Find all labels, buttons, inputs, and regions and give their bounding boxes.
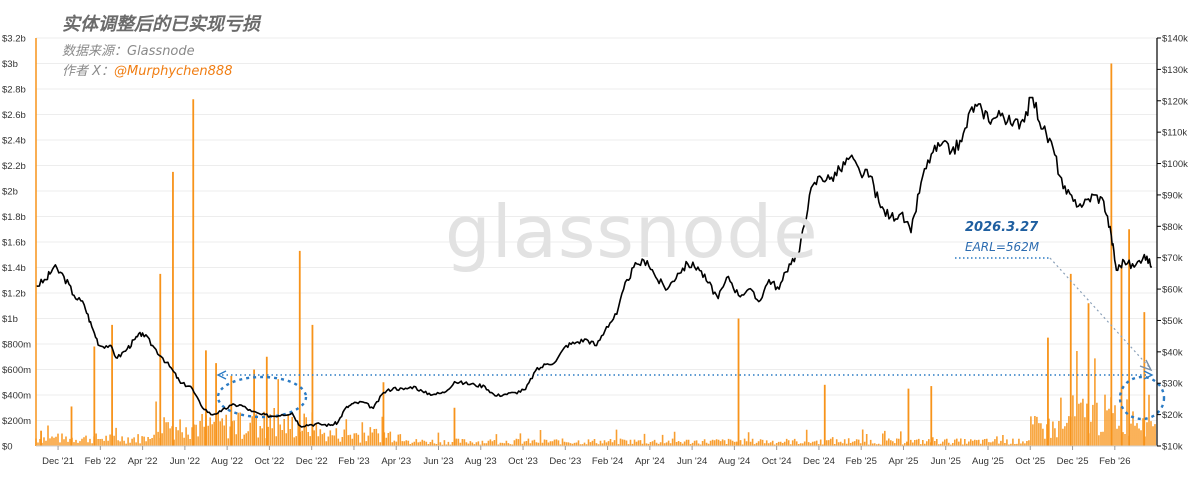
y-right-tick-label: $70k bbox=[1162, 253, 1183, 264]
y-left-tick-label: $1b bbox=[2, 314, 18, 325]
arrow-left-head bbox=[216, 370, 227, 380]
y-right-tick-label: $80k bbox=[1162, 222, 1183, 233]
x-tick-label: Jun '22 bbox=[170, 456, 200, 467]
price-series bbox=[35, 96, 1153, 428]
y-left-tick-label: $0 bbox=[2, 442, 13, 453]
price-line bbox=[35, 96, 1153, 428]
x-tick-label: Aug '24 bbox=[718, 456, 750, 467]
author-prefix: 作者 X： bbox=[62, 64, 115, 79]
x-tick-label: Oct '24 bbox=[762, 456, 792, 467]
y-left-tick-label: $1.4b bbox=[2, 263, 26, 274]
x-tick-label: Feb '24 bbox=[592, 456, 623, 467]
y-left-tick-label: $1.8b bbox=[2, 212, 26, 223]
author-line: 作者 X：@Murphychen888 bbox=[62, 60, 232, 79]
callout-arrow-head bbox=[1139, 359, 1153, 372]
y-left-tick-label: $2.8b bbox=[2, 85, 26, 96]
x-tick-label: Apr '23 bbox=[381, 456, 411, 467]
x-tick-label: Dec '21 bbox=[42, 456, 74, 467]
y-right-tick-label: $90k bbox=[1162, 190, 1183, 201]
x-tick-label: Feb '23 bbox=[338, 456, 369, 467]
y-left-tick-label: $2.6b bbox=[2, 110, 26, 121]
callout-leader-line bbox=[1049, 257, 1151, 369]
annotation-earl: EARL=562M bbox=[965, 240, 1040, 254]
y-right-tick-label: $110k bbox=[1162, 128, 1187, 139]
author-handle[interactable]: @Murphychen888 bbox=[114, 64, 233, 79]
loss-noise-bars bbox=[35, 351, 1156, 446]
x-tick-label: Oct '25 bbox=[1015, 456, 1045, 467]
y-right-tick-label: $60k bbox=[1162, 285, 1183, 296]
annotation-date: 2026.3.27 bbox=[965, 220, 1039, 235]
x-tick-label: Dec '25 bbox=[1057, 456, 1089, 467]
y-right-tick-label: $120k bbox=[1162, 96, 1188, 107]
x-tick-label: Dec '22 bbox=[296, 456, 328, 467]
x-tick-label: Feb '25 bbox=[845, 456, 876, 467]
x-tick-label: Jun '25 bbox=[931, 456, 961, 467]
y-right-tick-label: $50k bbox=[1162, 316, 1183, 327]
x-tick-label: Apr '22 bbox=[128, 456, 158, 467]
y-left-tick-label: $600m bbox=[2, 365, 31, 376]
y-left-tick-label: $200m bbox=[2, 416, 31, 427]
y-left-tick-label: $2.2b bbox=[2, 161, 26, 172]
y-right-tick-label: $100k bbox=[1162, 159, 1188, 170]
chart-title: 实体调整后的已实现亏损 bbox=[62, 14, 260, 35]
x-tick-label: Dec '24 bbox=[803, 456, 835, 467]
x-tick-label: Jun '24 bbox=[677, 456, 707, 467]
x-tick-label: Apr '24 bbox=[635, 456, 665, 467]
y-right-tick-label: $140k bbox=[1162, 34, 1188, 45]
y-left-tick-label: $400m bbox=[2, 391, 31, 402]
x-tick-label: Feb '22 bbox=[85, 456, 116, 467]
loss-bars bbox=[35, 63, 1156, 446]
x-tick-label: Dec '23 bbox=[549, 456, 581, 467]
x-tick-label: Apr '25 bbox=[889, 456, 919, 467]
y-right-tick-label: $40k bbox=[1162, 347, 1183, 358]
annotation-shapes bbox=[216, 257, 1166, 421]
y-right-tick-label: $20k bbox=[1162, 410, 1183, 421]
x-tick-label: Feb '26 bbox=[1099, 456, 1130, 467]
axes: $0 $200m $400m $600m $800m $1b $1.2b $1.4b $1.6b… bbox=[2, 34, 1188, 468]
y-left-tick-label: $3.2b bbox=[2, 34, 26, 45]
grid-lines bbox=[36, 37, 1157, 447]
x-tick-label: Aug '25 bbox=[972, 456, 1004, 467]
x-tick-label: Oct '22 bbox=[255, 456, 285, 467]
y-left-tick-label: $2b bbox=[2, 187, 18, 198]
y-left-tick-label: $2.4b bbox=[2, 136, 26, 147]
y-right-tick-label: $30k bbox=[1162, 379, 1183, 390]
data-source: 数据来源：Glassnode bbox=[62, 44, 195, 59]
y-right-tick-label: $10k bbox=[1162, 442, 1183, 453]
x-tick-label: Aug '23 bbox=[465, 456, 497, 467]
x-tick-label: Jun '23 bbox=[423, 456, 453, 467]
y-left-tick-label: $3b bbox=[2, 59, 18, 70]
highlight-ellipse-2022 bbox=[216, 375, 308, 419]
x-tick-label: Oct '23 bbox=[508, 456, 538, 467]
watermark: glassnode bbox=[445, 190, 819, 274]
y-left-tick-label: $800m bbox=[2, 340, 31, 351]
y-left-tick-label: $1.2b bbox=[2, 289, 26, 300]
highlight-ellipse-2026 bbox=[1118, 375, 1166, 421]
y-left-tick-label: $1.6b bbox=[2, 238, 26, 249]
y-right-tick-label: $130k bbox=[1162, 65, 1188, 76]
x-tick-label: Aug '22 bbox=[211, 456, 243, 467]
